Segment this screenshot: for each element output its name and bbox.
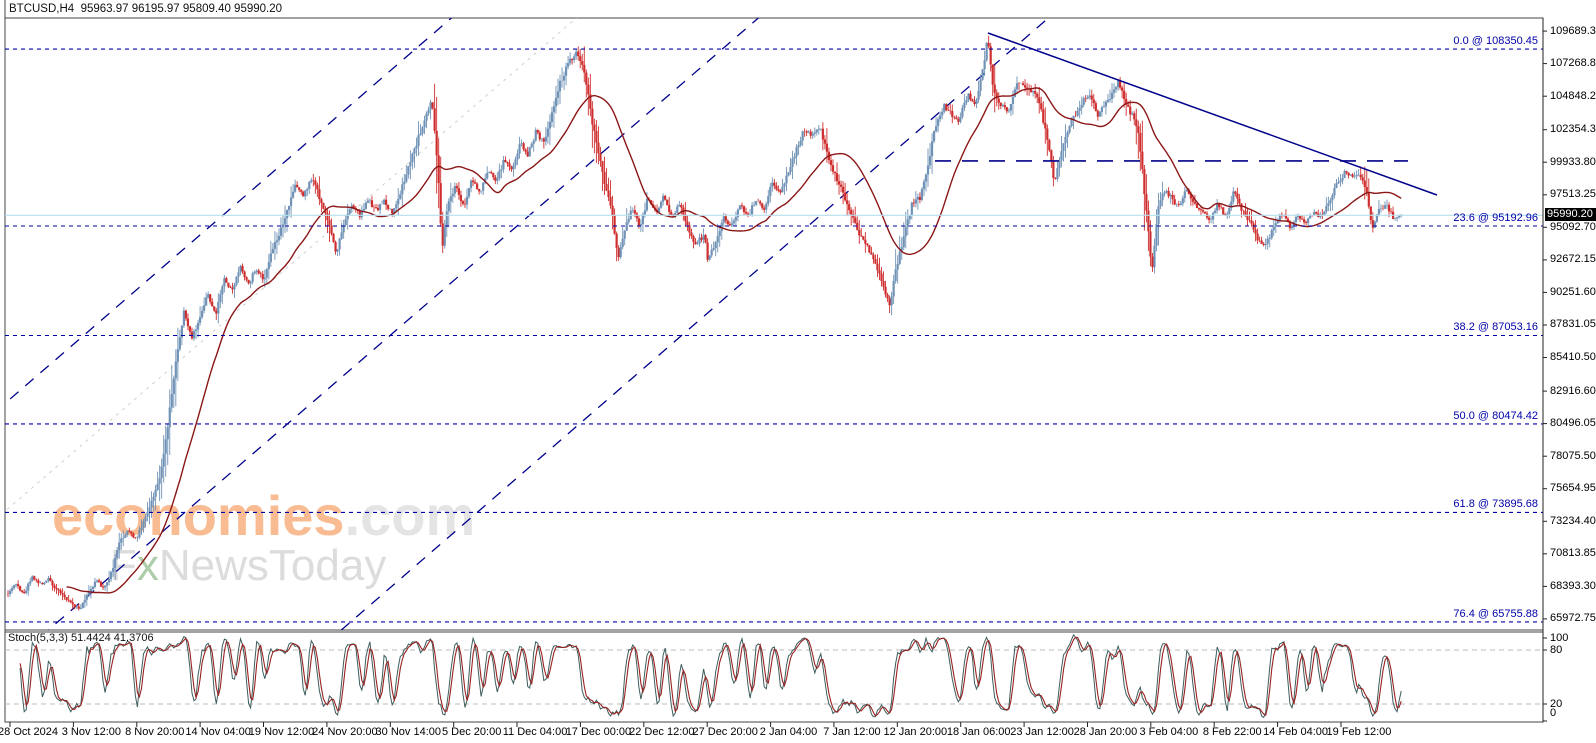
time-axis-label: 24 Nov 20:00: [312, 726, 378, 738]
time-axis-label: 19 Feb 12:00: [1326, 726, 1392, 738]
time-axis-label: 28 Jan 20:00: [1073, 726, 1138, 738]
price-axis-label: 90251.60: [1550, 285, 1596, 298]
main-panel-border: [4, 17, 1544, 631]
current-price-tag: 95990.20: [1545, 208, 1596, 221]
time-axis[interactable]: [9, 722, 1342, 727]
price-axis-label: 70813.85: [1550, 547, 1596, 560]
time-axis-label: 30 Nov 14:00: [375, 726, 441, 738]
time-axis-label: 7 Jan 12:00: [823, 726, 881, 738]
price-axis-label: 82916.60: [1550, 384, 1596, 397]
watermark: economies.com FxNewsToday: [52, 488, 475, 588]
stoch-d-line[interactable]: [19, 636, 1402, 717]
time-axis-label: 12 Jan 20:00: [883, 726, 948, 738]
fib-label-76.4: 76.4 @ 65755.88: [1453, 607, 1538, 620]
price-axis-label: 87831.05: [1550, 318, 1596, 331]
time-axis-label: 3 Feb 04:00: [1139, 726, 1199, 738]
time-axis-label: 22 Dec 12:00: [629, 726, 695, 738]
time-axis-label: 27 Dec 20:00: [692, 726, 758, 738]
stoch-scale-label: 20: [1550, 698, 1563, 710]
price-axis-label: 68393.30: [1550, 579, 1596, 592]
price-axis-label: 109689.35: [1550, 24, 1596, 37]
candlestick-series[interactable]: [6, 35, 1403, 611]
fib-label-23.6: 23.6 @ 95192.96: [1453, 211, 1538, 224]
stoch-scale-label: 100: [1550, 632, 1569, 644]
trend-channel-line[interactable]: [0, 0, 478, 412]
fib-label-0.0: 0.0 @ 108350.45: [1453, 35, 1538, 48]
time-axis-label: 2 Jan 04:00: [759, 726, 818, 738]
time-axis-label: 3 Nov 12:00: [61, 726, 122, 738]
price-axis-label: 80496.05: [1550, 417, 1596, 430]
time-axis-label: 28 Oct 2024: [0, 726, 58, 738]
stoch-panel-border: [4, 631, 1544, 723]
indicator-values: 51.4424 41.3706: [70, 632, 154, 644]
price-axis-label: 104848.25: [1550, 89, 1596, 102]
fib-label-50.0: 50.0 @ 80474.42: [1453, 409, 1538, 422]
price-axis-label: 97513.25: [1550, 188, 1596, 201]
fib-label-61.8: 61.8 @ 73895.68: [1453, 498, 1538, 511]
stoch-scale-label: 80: [1550, 644, 1563, 656]
time-axis-label: 8 Nov 20:00: [125, 726, 185, 738]
price-axis-label: 65972.75: [1550, 612, 1596, 625]
watermark-tagline: FxNewsToday: [110, 541, 387, 590]
time-axis-label: 18 Jan 06:00: [946, 726, 1011, 738]
price-axis-label: 75654.95: [1550, 482, 1596, 495]
price-axis-label: 102354.35: [1550, 123, 1596, 136]
watermark-domain: .com: [344, 484, 476, 547]
price-axis-label: 78075.50: [1550, 449, 1596, 462]
time-axis-label: 5 Dec 20:00: [441, 726, 502, 738]
trend-channel-line[interactable]: [0, 0, 785, 676]
symbol-period-label: BTCUSD,H4: [9, 3, 75, 15]
watermark-x-icon: x: [136, 541, 159, 590]
price-axis-label: 95092.70: [1550, 220, 1596, 233]
fib-label-38.2: 38.2 @ 87053.16: [1453, 321, 1538, 334]
time-axis-label: 14 Nov 04:00: [185, 726, 251, 738]
chart-title: BTCUSD,H4 95963.97 96195.97 95809.40 959…: [9, 3, 282, 15]
time-axis-label: 17 Dec 00:00: [565, 726, 632, 738]
indicator-label: Stoch(5,3,3) 51.4424 41.3706: [8, 632, 154, 644]
price-axis-label: 99933.80: [1550, 155, 1596, 168]
price-axis-label: 92672.15: [1550, 253, 1596, 266]
ohlc-values: 95963.97 96195.97 95809.40 95990.20: [80, 3, 283, 15]
stoch-scale-label: 0: [1550, 707, 1557, 719]
time-axis-label: 23 Jan 12:00: [1010, 726, 1074, 738]
channel-median-line[interactable]: [0, 0, 603, 520]
stoch-k-line[interactable]: [19, 633, 1402, 719]
price-axis-label: 73234.40: [1550, 514, 1596, 527]
time-axis-label: 11 Dec 04:00: [502, 726, 568, 738]
price-axis[interactable]: [1542, 18, 1547, 722]
price-axis-label: 85410.50: [1550, 351, 1596, 364]
time-axis-label: 14 Feb 04:00: [1263, 726, 1329, 738]
time-axis-label: 8 Feb 22:00: [1202, 726, 1262, 738]
watermark-brand: economies: [52, 484, 345, 547]
price-axis-label: 107268.80: [1550, 57, 1596, 70]
ma-line[interactable]: [66, 87, 1402, 594]
time-axis-label: 19 Nov 12:00: [248, 726, 315, 738]
downtrend-line[interactable]: [987, 32, 1438, 196]
